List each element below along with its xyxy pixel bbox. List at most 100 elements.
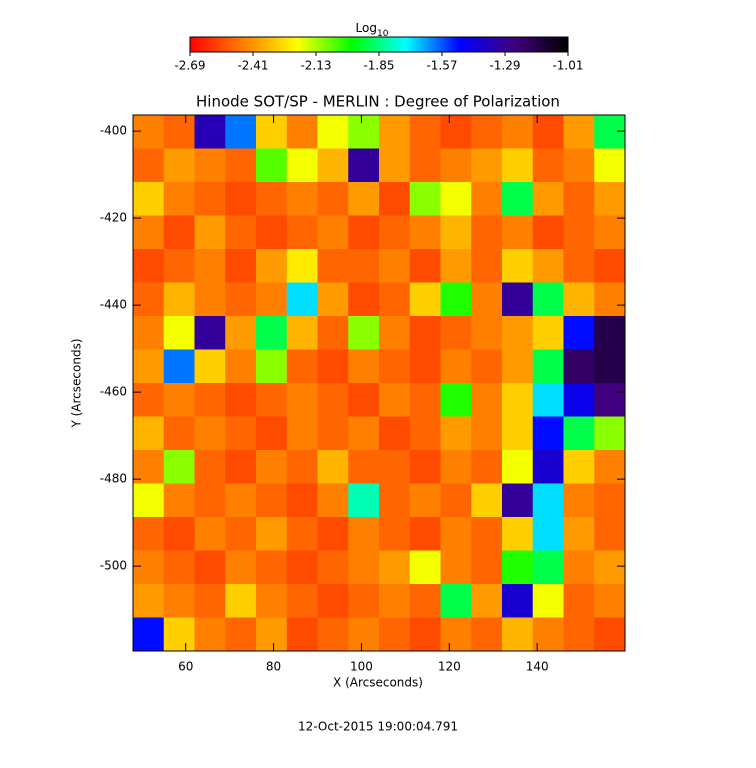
heatmap-cell bbox=[286, 383, 318, 417]
heatmap-cell bbox=[133, 450, 165, 484]
heatmap-cell bbox=[409, 383, 441, 417]
heatmap-cell bbox=[286, 550, 318, 585]
heatmap-cell bbox=[256, 550, 288, 585]
heatmap-cell bbox=[286, 148, 318, 183]
heatmap-cell bbox=[440, 349, 472, 384]
heatmap-cell bbox=[163, 115, 195, 149]
colorbar-tick-label: -2.41 bbox=[237, 59, 268, 73]
colorbar-tick-label: -2.69 bbox=[174, 59, 205, 73]
heatmap-cell bbox=[286, 450, 318, 484]
heatmap-cell bbox=[225, 115, 257, 149]
heatmap-cell bbox=[440, 282, 472, 317]
heatmap-cell bbox=[194, 550, 226, 585]
heatmap-cell bbox=[225, 550, 257, 585]
heatmap-cell bbox=[532, 450, 564, 484]
heatmap-cell bbox=[471, 483, 503, 518]
heatmap-cell bbox=[348, 483, 380, 518]
heatmap-cell bbox=[502, 215, 534, 250]
y-axis-label: Y (Arcseconds) bbox=[70, 338, 84, 428]
heatmap-cell bbox=[563, 383, 595, 417]
y-tick-label: -440 bbox=[100, 298, 127, 312]
heatmap-cell bbox=[440, 215, 472, 250]
heatmap-cell bbox=[502, 584, 534, 618]
heatmap-cell bbox=[440, 115, 472, 149]
heatmap-cell bbox=[256, 517, 288, 551]
heatmap-cell bbox=[409, 483, 441, 518]
heatmap-cell bbox=[379, 517, 411, 551]
heatmap-cell bbox=[225, 617, 257, 652]
footer-timestamp: 12-Oct-2015 19:00:04.791 bbox=[298, 720, 458, 734]
heatmap-cell bbox=[348, 550, 380, 585]
heatmap-cell bbox=[502, 416, 534, 451]
y-tick-label: -480 bbox=[100, 472, 127, 486]
heatmap-cell bbox=[379, 349, 411, 384]
y-tick-label: -400 bbox=[100, 124, 127, 138]
heatmap-cell bbox=[163, 517, 195, 551]
heatmap-cell bbox=[133, 383, 165, 417]
heatmap-cell bbox=[348, 148, 380, 183]
heatmap-cell bbox=[317, 249, 349, 283]
heatmap-cell bbox=[163, 550, 195, 585]
heatmap-cell bbox=[194, 316, 226, 350]
heatmap-cell bbox=[163, 182, 195, 216]
heatmap-cell bbox=[256, 450, 288, 484]
heatmap-cell bbox=[502, 282, 534, 317]
heatmap-cell bbox=[471, 316, 503, 350]
heatmap-cell bbox=[532, 550, 564, 585]
heatmap-cell bbox=[194, 517, 226, 551]
heatmap-cell bbox=[163, 483, 195, 518]
heatmap-cell bbox=[409, 517, 441, 551]
heatmap-cell bbox=[409, 215, 441, 250]
colorbar-label: Log10 bbox=[356, 21, 389, 39]
heatmap-cell bbox=[379, 383, 411, 417]
heatmap-cell bbox=[440, 249, 472, 283]
heatmap-cell bbox=[348, 282, 380, 317]
heatmap-cell bbox=[440, 383, 472, 417]
heatmap-cell bbox=[471, 148, 503, 183]
heatmap-cell bbox=[440, 450, 472, 484]
heatmap-cell bbox=[225, 215, 257, 250]
heatmap-cell bbox=[348, 383, 380, 417]
plot-frame bbox=[132, 114, 626, 652]
heatmap-cell bbox=[286, 215, 318, 250]
heatmap-cell bbox=[502, 450, 534, 484]
heatmap-cell bbox=[471, 450, 503, 484]
heatmap-cell bbox=[348, 249, 380, 283]
heatmap-cell bbox=[225, 148, 257, 183]
heatmap-cell bbox=[409, 349, 441, 384]
heatmap-cell bbox=[348, 182, 380, 216]
heatmap-cell bbox=[532, 483, 564, 518]
heatmap-cell bbox=[532, 215, 564, 250]
heatmap-cell bbox=[225, 450, 257, 484]
heatmap-cell bbox=[502, 483, 534, 518]
heatmap-cell bbox=[440, 584, 472, 618]
heatmap-cell bbox=[409, 550, 441, 585]
heatmap-cell bbox=[286, 316, 318, 350]
x-tick-label: 80 bbox=[266, 660, 281, 674]
heatmap-cell bbox=[502, 148, 534, 183]
heatmap-cell bbox=[225, 383, 257, 417]
heatmap-cell bbox=[225, 316, 257, 350]
heatmap-cell bbox=[563, 584, 595, 618]
heatmap-cell bbox=[133, 584, 165, 618]
heatmap-cell bbox=[532, 349, 564, 384]
heatmap-cell bbox=[194, 349, 226, 384]
heatmap-cell bbox=[163, 249, 195, 283]
heatmap-cell bbox=[379, 115, 411, 149]
heatmap-cell bbox=[317, 617, 349, 652]
heatmap-cell bbox=[379, 215, 411, 250]
heatmap-cell bbox=[256, 349, 288, 384]
heatmap-cell bbox=[563, 115, 595, 149]
heatmap-cell bbox=[225, 182, 257, 216]
heatmap-cell bbox=[563, 148, 595, 183]
colorbar-tick-label: -1.57 bbox=[426, 59, 457, 73]
heatmap-cell bbox=[409, 617, 441, 652]
heatmap-cell bbox=[502, 617, 534, 652]
heatmap-cell bbox=[256, 282, 288, 317]
heatmap-cell bbox=[379, 584, 411, 618]
heatmap-cell bbox=[563, 517, 595, 551]
heatmap-cell bbox=[133, 182, 165, 216]
heatmap-cell bbox=[256, 148, 288, 183]
heatmap-cell bbox=[256, 383, 288, 417]
heatmap-cell bbox=[286, 249, 318, 283]
